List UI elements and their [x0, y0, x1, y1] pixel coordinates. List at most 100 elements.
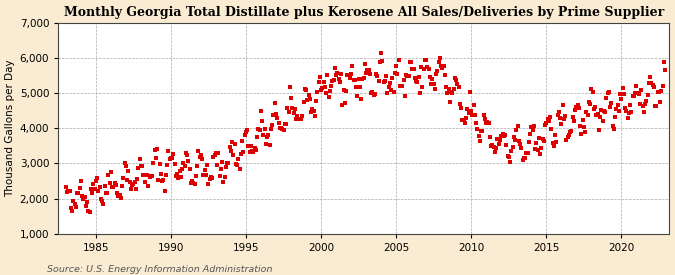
Point	[659, 67, 670, 72]
Point	[180, 151, 191, 155]
Point	[145, 174, 156, 178]
Point	[134, 157, 145, 161]
Point	[180, 164, 190, 168]
Point	[173, 176, 184, 180]
Point	[144, 175, 155, 179]
Point	[650, 103, 661, 108]
Point	[271, 112, 281, 116]
Point	[407, 67, 418, 71]
Point	[643, 93, 653, 97]
Point	[224, 145, 235, 149]
Point	[517, 158, 528, 162]
Point	[479, 113, 489, 118]
Point	[489, 150, 500, 154]
Point	[414, 91, 425, 96]
Point	[269, 101, 280, 105]
Point	[108, 185, 119, 189]
Point	[217, 160, 227, 164]
Point	[208, 155, 219, 159]
Point	[456, 105, 466, 110]
Point	[317, 86, 327, 90]
Point	[287, 106, 298, 111]
Point	[332, 71, 343, 76]
Point	[649, 85, 659, 89]
Point	[95, 196, 106, 201]
Point	[348, 77, 359, 82]
Point	[117, 184, 128, 188]
Point	[507, 145, 518, 149]
Point	[549, 133, 560, 137]
Point	[610, 114, 620, 119]
Point	[143, 183, 154, 188]
Point	[641, 99, 652, 103]
Point	[488, 145, 499, 150]
Point	[403, 74, 414, 78]
Point	[290, 107, 300, 111]
Point	[212, 163, 223, 167]
Point	[164, 156, 175, 161]
Point	[425, 75, 435, 79]
Point	[481, 121, 491, 125]
Point	[418, 67, 429, 72]
Point	[382, 91, 393, 95]
Point	[454, 101, 465, 106]
Point	[161, 173, 171, 177]
Point	[74, 186, 85, 190]
Point	[138, 173, 148, 178]
Point	[188, 180, 199, 185]
Point	[213, 151, 224, 156]
Point	[643, 81, 654, 86]
Point	[570, 108, 580, 113]
Point	[533, 136, 544, 140]
Point	[442, 91, 453, 95]
Point	[310, 98, 321, 103]
Point	[574, 123, 585, 128]
Point	[214, 174, 225, 178]
Point	[169, 162, 180, 166]
Point	[283, 109, 294, 114]
Point	[452, 82, 463, 86]
Point	[186, 181, 196, 185]
Point	[84, 210, 95, 214]
Point	[219, 175, 230, 179]
Point	[396, 83, 406, 88]
Point	[82, 200, 92, 204]
Point	[127, 183, 138, 187]
Point	[211, 151, 221, 156]
Point	[137, 163, 148, 168]
Point	[392, 72, 403, 76]
Point	[508, 135, 519, 139]
Point	[406, 60, 416, 64]
Point	[248, 149, 259, 154]
Point	[94, 185, 105, 189]
Point	[273, 120, 284, 125]
Point	[587, 90, 598, 94]
Point	[411, 78, 422, 83]
Point	[267, 123, 277, 127]
Point	[293, 116, 304, 121]
Point	[445, 100, 456, 104]
Point	[379, 79, 390, 83]
Point	[234, 167, 245, 171]
Point	[318, 80, 329, 84]
Point	[205, 177, 215, 181]
Point	[259, 126, 270, 131]
Point	[608, 127, 619, 131]
Point	[412, 79, 423, 84]
Point	[413, 75, 424, 79]
Point	[205, 174, 216, 179]
Point	[119, 161, 130, 166]
Point	[209, 153, 220, 158]
Point	[387, 76, 398, 80]
Point	[244, 150, 255, 154]
Point	[636, 88, 647, 92]
Point	[316, 87, 327, 92]
Point	[338, 88, 349, 92]
Point	[192, 164, 202, 168]
Point	[198, 173, 209, 178]
Point	[566, 128, 576, 133]
Point	[178, 161, 189, 166]
Point	[500, 133, 510, 137]
Point	[410, 76, 421, 80]
Point	[646, 81, 657, 86]
